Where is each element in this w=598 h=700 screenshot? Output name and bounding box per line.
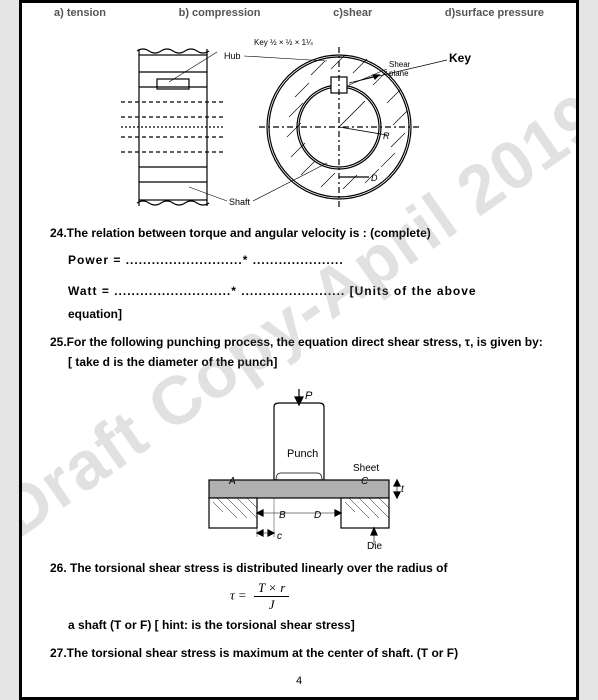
shear-plane-label: Shear [389,60,411,69]
option-b: b) compression [179,7,261,19]
question-27: 27.The torsional shear stress is maximum… [50,643,548,663]
d-dim-label: D [314,510,321,521]
b-label: B [279,510,286,521]
hub-label: Hub [224,51,241,61]
option-c: c)shear [333,7,372,19]
key-dim-label: Key ½ × ½ × 1¼ [254,38,313,47]
page-number: 4 [296,675,302,687]
sheet-label: Sheet [353,463,379,474]
key-shaft-figure: Key ½ × ½ × 1¼ Hub Shear plane Key Shaft… [109,27,489,217]
svg-text:plane: plane [389,69,409,78]
c-dim-label: c [277,531,282,542]
question-25: 25.For the following punching process, t… [50,332,548,373]
answer-options-row: a) tension b) compression c)shear d)surf… [50,3,548,27]
shaft-label: Shaft [229,197,251,207]
formula-block: τ = T × r J [230,580,289,613]
option-a: a) tension [54,7,106,19]
option-d: d)surface pressure [445,7,544,19]
question-24: 24.The relation between torque and angul… [50,223,548,243]
t-label: t [401,484,405,495]
document-page: Draft Copy-April 2019 a) tension b) comp… [19,0,579,700]
q24-watt-line: Watt = ...........................* ....… [50,280,548,303]
q24-watt-end: equation] [50,303,548,326]
d-label: D [371,173,378,183]
c-label: C [361,476,369,487]
die-label: Die [367,541,382,550]
q26-rest: a shaft (T or F) [ hint: is the torsiona… [50,614,548,637]
question-26: 26. The torsional shear stress is distri… [50,558,548,578]
p-label: P [305,390,313,402]
a-label: A [228,476,236,487]
punching-figure: P Punch Sheet A C B D t c Die [179,385,419,550]
key-label: Key [449,51,471,65]
svg-text:R: R [383,131,390,141]
q24-power-line: Power = ...........................* ...… [50,249,548,272]
punch-label: Punch [287,448,318,460]
